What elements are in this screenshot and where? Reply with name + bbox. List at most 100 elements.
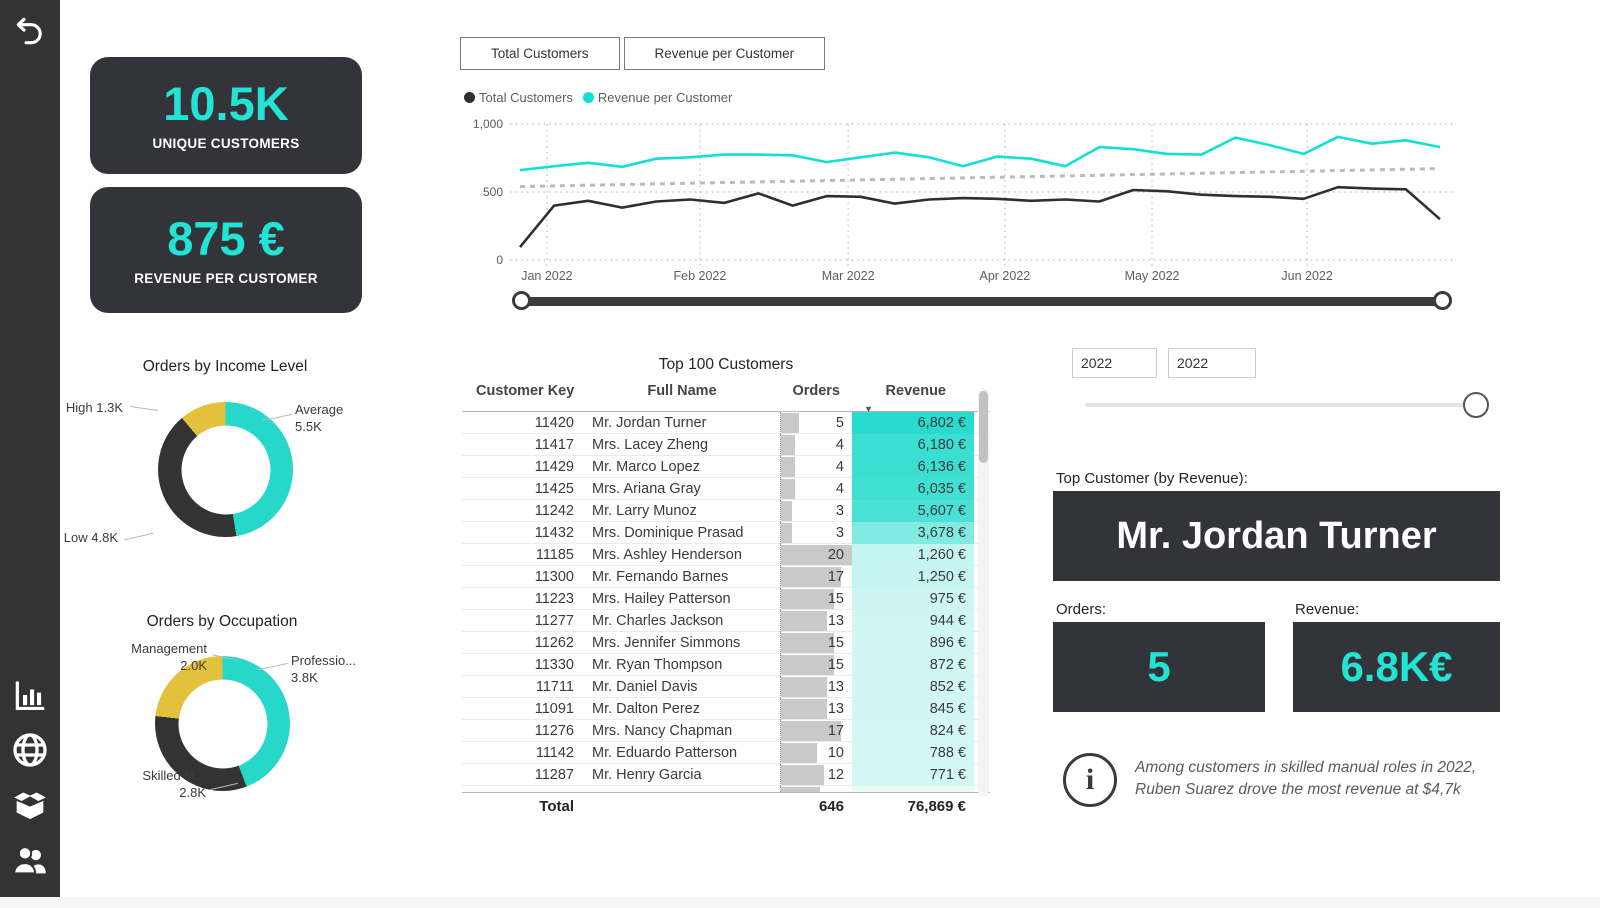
occupation-donut-chart[interactable]: [155, 656, 290, 791]
cell-full-name: Mr. Eduardo Patterson: [592, 745, 738, 761]
cell-orders: 10: [780, 742, 852, 764]
total-revenue: 76,869 €: [907, 798, 966, 815]
line-chart-legend: Total Customers Revenue per Customer: [464, 90, 732, 105]
top-customer-revenue-card: 6.8K€: [1293, 622, 1500, 712]
cell-orders: 13: [780, 610, 852, 632]
info-icon: i: [1063, 753, 1117, 807]
table-row[interactable]: 11277 Mr. Charles Jackson 13 944 €: [462, 610, 990, 632]
cell-revenue: 852 €: [852, 676, 974, 698]
year-from-input[interactable]: [1072, 348, 1157, 378]
table-row[interactable]: 11420 Mr. Jordan Turner 5 6,802 €: [462, 412, 990, 434]
scrollbar-thumb[interactable]: [979, 391, 988, 463]
orders-data-bar: [781, 479, 796, 499]
table-row[interactable]: 11287 Mr. Henry Garcia 12 771 €: [462, 764, 990, 786]
income-donut-title: Orders by Income Level: [142, 358, 308, 375]
table-row[interactable]: 11185 Mrs. Ashley Henderson 20 1,260 €: [462, 544, 990, 566]
cell-customer-key: 11429: [534, 459, 574, 475]
orders-label: Orders:: [1056, 601, 1107, 618]
table-row[interactable]: 11429 Mr. Marco Lopez 4 6,136 €: [462, 456, 990, 478]
cell-revenue: 6,035 €: [852, 478, 974, 500]
range-slider-track[interactable]: [520, 297, 1444, 306]
table-row[interactable]: 11300 Mr. Fernando Barnes 17 1,250 €: [462, 566, 990, 588]
y-axis-tick: 0: [496, 253, 503, 267]
cell-customer-key: 11300: [534, 569, 574, 585]
cell-orders: 12: [780, 764, 852, 786]
cell-customer-key: 11242: [534, 503, 574, 519]
table-row[interactable]: 11142 Mr. Eduardo Patterson 10 788 €: [462, 742, 990, 764]
box-nav-button[interactable]: [9, 784, 51, 826]
cell-revenue: 6,180 €: [852, 434, 974, 456]
chart-measure-toolbar: Total Customers Revenue per Customer: [460, 37, 826, 70]
revenue-label: Revenue:: [1295, 601, 1360, 618]
table-row[interactable]: 11711 Mr. Daniel Davis 13 852 €: [462, 676, 990, 698]
cell-revenue: 788 €: [852, 742, 974, 764]
top-customer-orders-value: 5: [1147, 643, 1171, 690]
leader-line: [130, 406, 158, 411]
table-row[interactable]: 11432 Mrs. Dominique Prasad 3 3,678 €: [462, 522, 990, 544]
table-row[interactable]: 11242 Mr. Larry Munoz 3 5,607 €: [462, 500, 990, 522]
bar-chart-nav-button[interactable]: [9, 674, 51, 716]
cell-customer-key: 11262: [534, 635, 574, 651]
range-slider-handle-left[interactable]: [512, 291, 531, 310]
table-scrollbar[interactable]: [978, 388, 989, 796]
x-axis-label: May 2022: [1125, 269, 1180, 283]
table-row[interactable]: 11223 Mrs. Hailey Patterson 15 975 €: [462, 588, 990, 610]
table-row[interactable]: 11417 Mrs. Lacey Zheng 4 6,180 €: [462, 434, 990, 456]
cell-revenue: 824 €: [852, 720, 974, 742]
x-axis-label: Mar 2022: [822, 269, 875, 283]
year-slider-track[interactable]: [1085, 403, 1467, 407]
legend-dot-icon: [582, 92, 594, 103]
legend-item[interactable]: Revenue per Customer: [582, 90, 733, 105]
orders-value: 13: [827, 679, 844, 695]
table-row[interactable]: 11276 Mrs. Nancy Chapman 17 824 €: [462, 720, 990, 742]
legend-item[interactable]: Total Customers: [464, 90, 573, 105]
table-total-row: Total 646 76,869 €: [462, 793, 990, 820]
table-row[interactable]: 11425 Mrs. Ariana Gray 4 6,035 €: [462, 478, 990, 500]
table-row[interactable]: 11262 Mrs. Jennifer Simmons 15 896 €: [462, 632, 990, 654]
column-header-revenue[interactable]: Revenue: [885, 383, 946, 399]
cell-full-name: Mr. Daniel Davis: [592, 679, 698, 695]
column-header-orders[interactable]: Orders: [792, 383, 840, 399]
cell-orders: 17: [780, 720, 852, 742]
year-to-input[interactable]: [1168, 348, 1256, 378]
orders-data-bar: [781, 743, 817, 763]
cell-full-name: Mr. Charles Jackson: [592, 613, 724, 629]
unique-customers-label: UNIQUE CUSTOMERS: [152, 136, 300, 151]
series-line-total-customers[interactable]: [518, 185, 1441, 248]
column-header-full-name[interactable]: Full Name: [647, 383, 717, 399]
orders-data-bar: [781, 413, 799, 433]
income-slice-label-low: Low 4.8K: [63, 530, 118, 545]
table-row[interactable]: 11091 Mr. Dalton Perez 13 845 €: [462, 698, 990, 720]
x-axis-label: Apr 2022: [980, 269, 1031, 283]
income-slice-label-high: High 1.3K: [65, 400, 123, 415]
legend-label: Revenue per Customer: [597, 90, 733, 105]
orders-value: 13: [827, 701, 844, 717]
orders-data-bar: [781, 655, 835, 675]
revenue-per-customer-button[interactable]: Revenue per Customer: [623, 37, 826, 70]
income-slice-label-average: Average 5.5K: [295, 402, 344, 434]
cell-revenue: 6,802 €: [852, 412, 974, 434]
cell-orders: 13: [780, 676, 852, 698]
globe-nav-button[interactable]: [9, 729, 51, 771]
people-nav-button[interactable]: [9, 839, 51, 881]
range-slider-handle-right[interactable]: [1433, 291, 1452, 310]
year-slider-handle[interactable]: [1463, 392, 1489, 418]
orders-data-bar: [781, 633, 835, 653]
table-row[interactable]: 11330 Mr. Ryan Thompson 15 872 €: [462, 654, 990, 676]
sort-descending-icon[interactable]: ▼: [864, 404, 873, 414]
canvas-bottom-strip: [0, 897, 1600, 908]
year-slider[interactable]: [1085, 392, 1489, 418]
orders-value: 20: [827, 547, 844, 563]
cell-full-name: Mr. Jordan Turner: [592, 415, 707, 431]
series-line-revenue-per-customer[interactable]: [519, 135, 1441, 172]
orders-value: 3: [835, 503, 844, 519]
total-customers-button[interactable]: Total Customers: [460, 37, 620, 70]
column-header-customer-key[interactable]: Customer Key: [476, 383, 575, 399]
chart-range-slider[interactable]: [512, 290, 1452, 312]
occupation-slice-label-skilled: Skilled M... 2.8K: [142, 768, 206, 800]
trend-line-chart[interactable]: 0 500 1,000 Jan 2022 Feb 2022 Mar 2022 Apr 202…: [455, 112, 1465, 294]
back-button[interactable]: [9, 10, 51, 52]
top-customer-orders-card: 5: [1053, 622, 1265, 712]
cell-customer-key: 11432: [534, 525, 574, 541]
income-donut-chart[interactable]: [158, 402, 293, 537]
